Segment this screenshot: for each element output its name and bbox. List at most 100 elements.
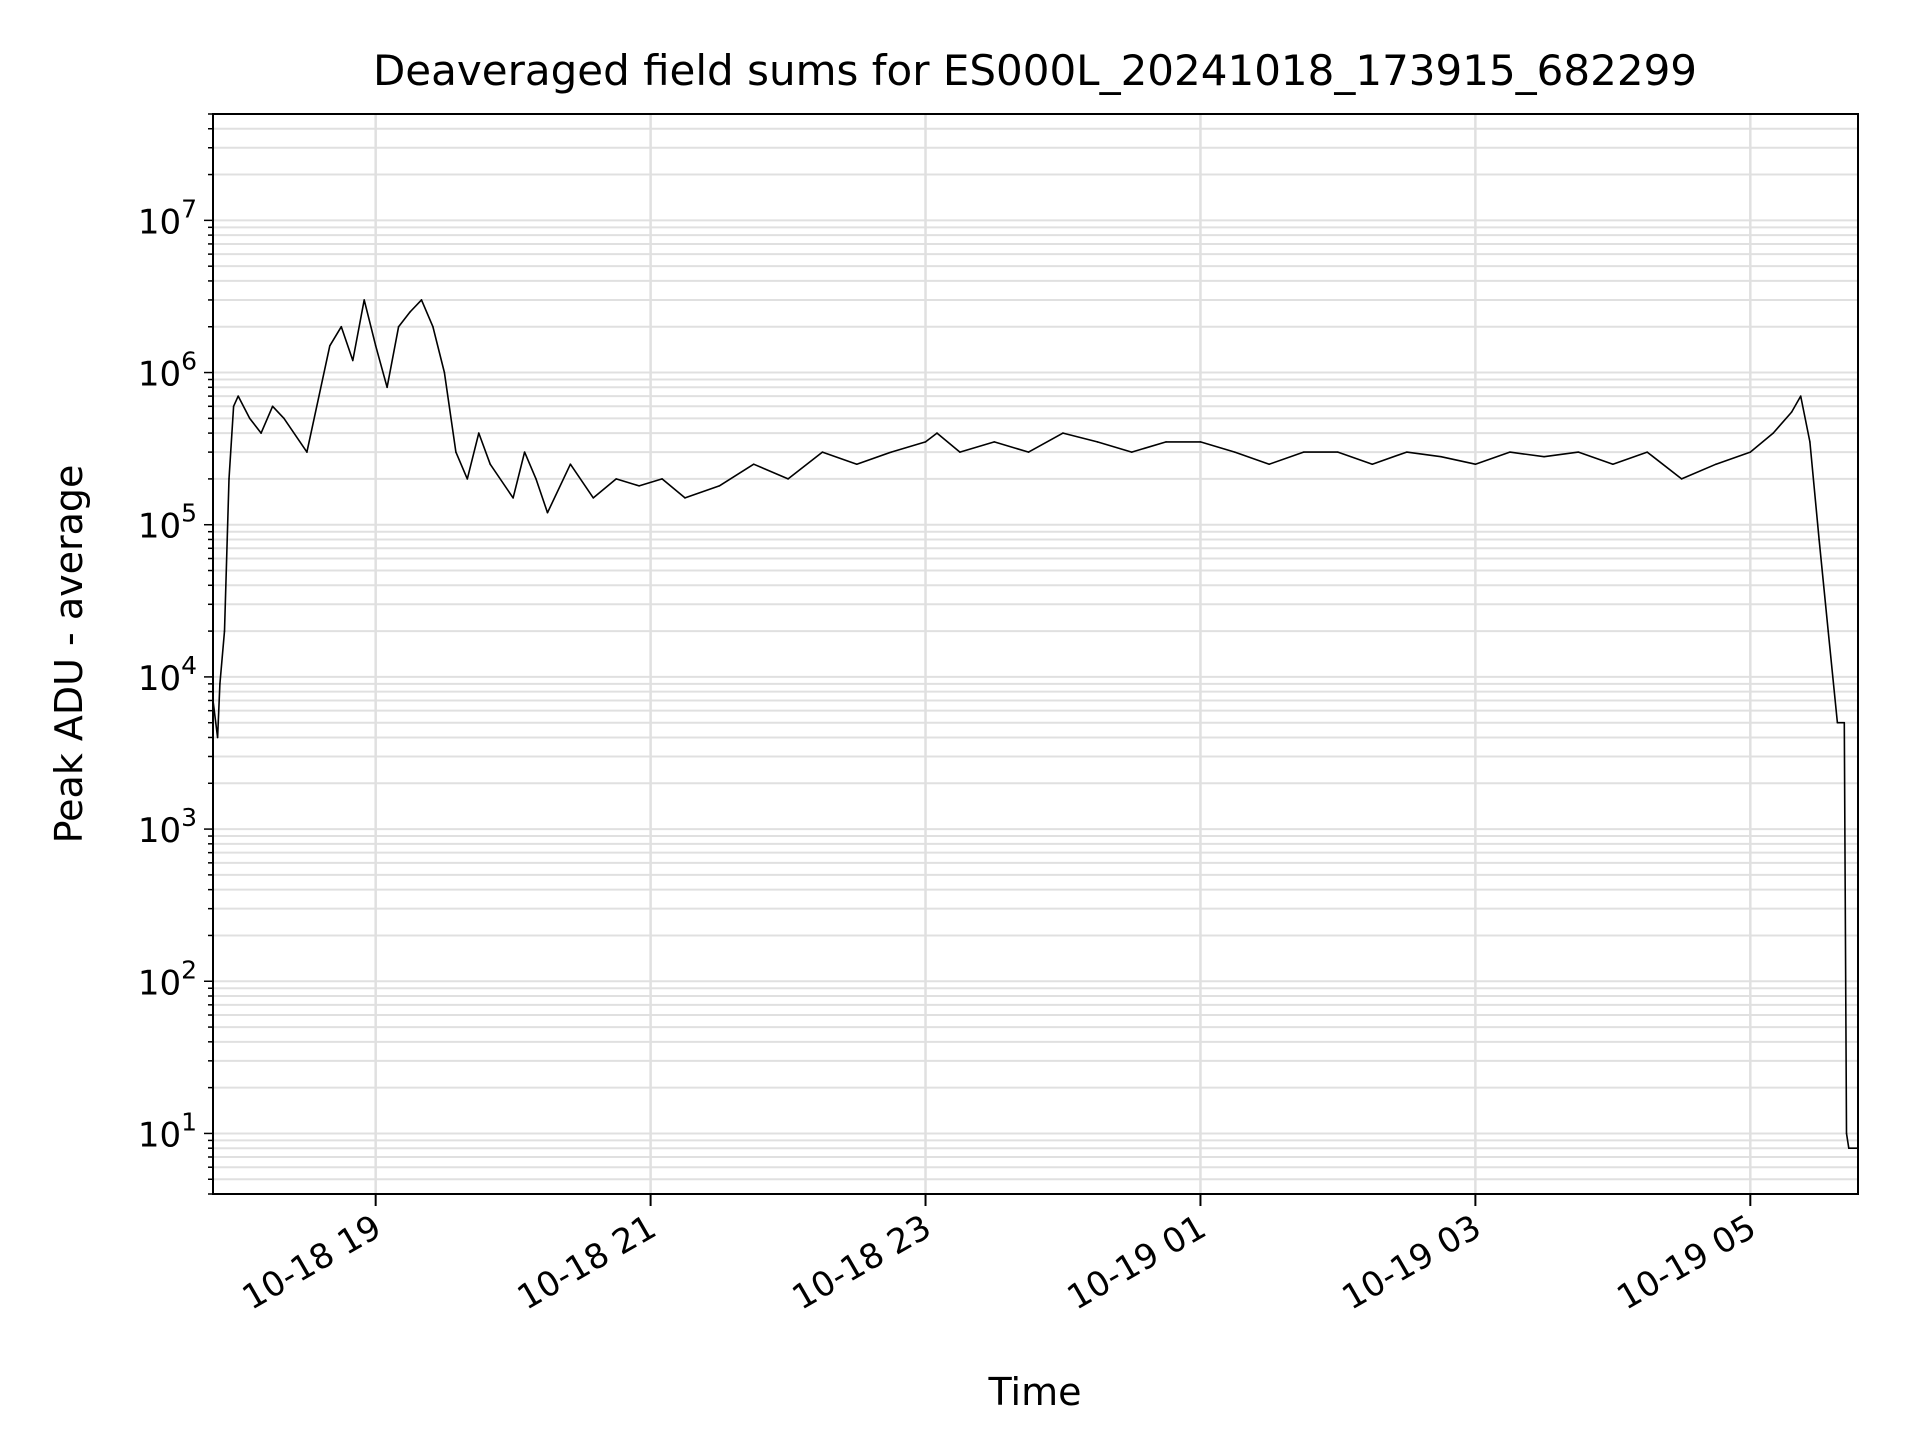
chart-title: Deaveraged field sums for ES000L_2024101…	[373, 46, 1697, 95]
data-point	[535, 478, 537, 480]
grid-lines	[213, 113, 1858, 1195]
data-point	[855, 463, 858, 465]
data-point	[420, 299, 423, 301]
data-point	[1646, 451, 1649, 453]
data-point	[1543, 455, 1545, 458]
y-tick-label: 101	[138, 1107, 197, 1155]
data-point	[1827, 630, 1830, 632]
data-point	[1234, 451, 1236, 453]
data-point	[821, 451, 824, 453]
y-tick-label: 105	[138, 499, 197, 547]
data-point	[340, 325, 343, 328]
y-tick-base: 10	[138, 1115, 181, 1155]
y-tick-base: 10	[138, 202, 181, 242]
y-tick-label: 107	[138, 194, 197, 242]
data-point	[477, 432, 480, 434]
data-point	[1508, 451, 1511, 453]
data-point	[271, 405, 274, 408]
y-tick-exponent: 3	[181, 803, 197, 832]
data-point	[1809, 441, 1811, 443]
series-line	[212, 299, 1858, 1149]
data-point	[329, 344, 331, 347]
y-tick-exponent: 4	[181, 651, 197, 680]
data-point	[684, 497, 686, 499]
data-point	[443, 371, 446, 374]
data-point	[959, 451, 961, 453]
data-point	[1130, 451, 1133, 453]
data-point	[1790, 411, 1793, 413]
data-point	[228, 478, 230, 480]
data-point	[615, 478, 618, 480]
data-point	[752, 463, 755, 465]
y-tick-label: 103	[138, 803, 197, 851]
data-point	[993, 441, 996, 443]
data-point	[523, 451, 526, 453]
data-point	[924, 441, 927, 443]
y-tick-base: 10	[138, 507, 181, 547]
data-point	[260, 432, 262, 434]
data-point	[512, 497, 514, 499]
data-point	[1843, 721, 1846, 724]
data-point	[1302, 451, 1305, 453]
data-point	[718, 485, 721, 487]
y-tick-base: 10	[138, 355, 181, 395]
y-tick-exponent: 2	[181, 955, 197, 984]
data-point	[1027, 451, 1030, 453]
data-point	[1749, 451, 1752, 453]
data-point	[546, 511, 549, 514]
data-point	[1845, 1132, 1848, 1135]
data-point	[283, 417, 285, 420]
data-point	[306, 451, 308, 453]
data-point	[1799, 395, 1802, 397]
data-point	[1405, 451, 1408, 453]
y-tick-exponent: 5	[181, 499, 197, 528]
data-point	[1818, 538, 1820, 541]
data-point	[248, 417, 251, 420]
data-point	[1474, 463, 1477, 465]
data-point	[1680, 478, 1683, 480]
data-point	[237, 395, 240, 397]
data-point	[219, 683, 221, 685]
y-tick-base: 10	[138, 659, 181, 699]
y-tick-label: 104	[138, 651, 197, 699]
y-tick-label: 106	[138, 347, 197, 395]
series-line-layer	[212, 299, 1859, 1149]
data-point	[569, 463, 572, 465]
y-tick-base: 10	[138, 963, 181, 1003]
data-point	[397, 325, 400, 328]
data-point	[232, 405, 235, 408]
data-point	[1715, 463, 1717, 465]
data-point	[1440, 455, 1442, 458]
data-point	[1096, 441, 1099, 443]
data-point	[455, 451, 457, 453]
data-point	[223, 630, 226, 632]
data-point	[936, 432, 938, 434]
data-point	[890, 451, 892, 453]
data-point	[363, 299, 366, 301]
data-point	[374, 344, 377, 347]
x-axis-label: Time	[988, 1370, 1082, 1414]
data-point	[1848, 1147, 1850, 1149]
data-point	[1371, 463, 1374, 465]
plot-frame	[212, 113, 1859, 1195]
data-point	[216, 736, 219, 739]
data-point	[1337, 451, 1339, 453]
data-point	[1165, 441, 1167, 443]
data-point	[1612, 463, 1614, 465]
data-point	[592, 497, 595, 499]
data-point	[489, 463, 492, 465]
data-point	[1836, 721, 1839, 724]
data-point	[351, 359, 354, 362]
data-point	[409, 311, 411, 313]
data-point	[1199, 441, 1202, 443]
data-point	[432, 325, 434, 328]
data-point	[386, 386, 388, 389]
data-point	[1772, 432, 1775, 434]
y-tick-base: 10	[138, 811, 181, 851]
data-point	[466, 478, 469, 480]
data-point	[1062, 432, 1064, 434]
y-tick-exponent: 6	[181, 347, 197, 376]
